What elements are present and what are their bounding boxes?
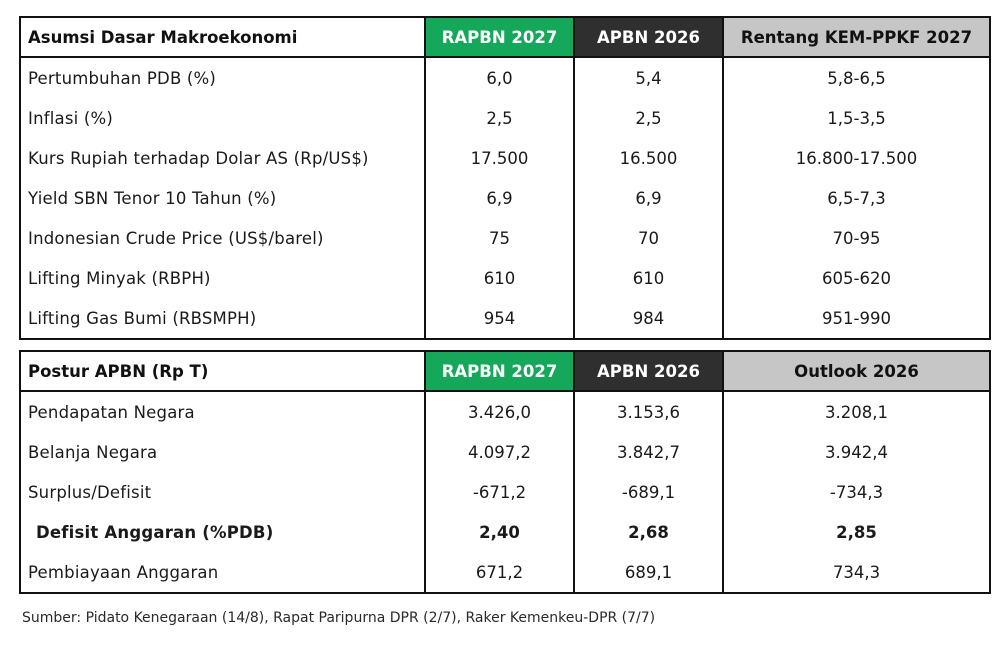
cell-apbn-2026: 2,5 — [573, 98, 724, 138]
cell-apbn-2026: 6,9 — [573, 178, 724, 218]
cell-outlook-2026: -734,3 — [722, 472, 991, 512]
row-label: Surplus/Defisit — [19, 472, 426, 512]
cell-rapbn-2027: 610 — [424, 258, 575, 298]
table-row: Inflasi (%) 2,5 2,5 1,5-3,5 — [19, 98, 991, 138]
cell-rapbn-2027: 2,5 — [424, 98, 575, 138]
cell-apbn-2026: 689,1 — [573, 552, 724, 594]
cell-rapbn-2027: 671,2 — [424, 552, 575, 594]
cell-outlook-2026: 734,3 — [722, 552, 991, 594]
cell-apbn-2026: 3.153,6 — [573, 391, 724, 432]
row-label: Pembiayaan Anggaran — [19, 552, 426, 594]
cell-rapbn-2027: 3.426,0 — [424, 391, 575, 432]
cell-rapbn-2027: 75 — [424, 218, 575, 258]
budget-posture-table: Postur APBN (Rp T) RAPBN 2027 APBN 2026 … — [19, 350, 991, 594]
cell-apbn-2026: 5,4 — [573, 57, 724, 98]
cell-range-2027: 16.800-17.500 — [722, 138, 991, 178]
table-row: Surplus/Defisit -671,2 -689,1 -734,3 — [19, 472, 991, 512]
source-note: Sumber: Pidato Kenegaraan (14/8), Rapat … — [22, 610, 656, 626]
row-label: Defisit Anggaran (%PDB) — [19, 512, 426, 552]
cell-range-2027: 605-620 — [722, 258, 991, 298]
cell-apbn-2026: 610 — [573, 258, 724, 298]
column-header-outlook-2026: Outlook 2026 — [722, 350, 991, 392]
cell-apbn-2026: 16.500 — [573, 138, 724, 178]
cell-outlook-2026: 2,85 — [722, 512, 991, 552]
cell-rapbn-2027: 954 — [424, 298, 575, 340]
row-label: Inflasi (%) — [19, 98, 426, 138]
cell-range-2027: 5,8-6,5 — [722, 57, 991, 98]
column-header-range-2027: Rentang KEM-PPKF 2027 — [722, 16, 991, 58]
cell-range-2027: 951-990 — [722, 298, 991, 340]
table-row: Kurs Rupiah terhadap Dolar AS (Rp/US$) 1… — [19, 138, 991, 178]
table-row: Indonesian Crude Price (US$/barel) 75 70… — [19, 218, 991, 258]
row-label: Pendapatan Negara — [19, 391, 426, 432]
macro-table-title: Asumsi Dasar Makroekonomi — [19, 16, 426, 58]
column-header-rapbn-2027: RAPBN 2027 — [424, 350, 575, 392]
column-header-apbn-2026: APBN 2026 — [573, 350, 724, 392]
cell-rapbn-2027: -671,2 — [424, 472, 575, 512]
cell-apbn-2026: -689,1 — [573, 472, 724, 512]
cell-apbn-2026: 2,68 — [573, 512, 724, 552]
column-header-apbn-2026: APBN 2026 — [573, 16, 724, 58]
cell-apbn-2026: 984 — [573, 298, 724, 340]
column-header-rapbn-2027: RAPBN 2027 — [424, 16, 575, 58]
cell-rapbn-2027: 4.097,2 — [424, 432, 575, 472]
row-label: Lifting Gas Bumi (RBSMPH) — [19, 298, 426, 340]
row-label: Indonesian Crude Price (US$/barel) — [19, 218, 426, 258]
table-header-row: Asumsi Dasar Makroekonomi RAPBN 2027 APB… — [19, 16, 991, 58]
cell-apbn-2026: 3.842,7 — [573, 432, 724, 472]
table-row-highlight: Defisit Anggaran (%PDB) 2,40 2,68 2,85 — [19, 512, 991, 552]
cell-apbn-2026: 70 — [573, 218, 724, 258]
cell-rapbn-2027: 6,9 — [424, 178, 575, 218]
cell-rapbn-2027: 6,0 — [424, 57, 575, 98]
budget-table-title: Postur APBN (Rp T) — [19, 350, 426, 392]
table-row: Pembiayaan Anggaran 671,2 689,1 734,3 — [19, 552, 991, 594]
row-label: Kurs Rupiah terhadap Dolar AS (Rp/US$) — [19, 138, 426, 178]
cell-range-2027: 6,5-7,3 — [722, 178, 991, 218]
cell-outlook-2026: 3.942,4 — [722, 432, 991, 472]
table-header-row: Postur APBN (Rp T) RAPBN 2027 APBN 2026 … — [19, 350, 991, 392]
table-row: Lifting Minyak (RBPH) 610 610 605-620 — [19, 258, 991, 298]
table-row: Belanja Negara 4.097,2 3.842,7 3.942,4 — [19, 432, 991, 472]
table-row: Lifting Gas Bumi (RBSMPH) 954 984 951-99… — [19, 298, 991, 340]
row-label: Belanja Negara — [19, 432, 426, 472]
cell-rapbn-2027: 2,40 — [424, 512, 575, 552]
table-row: Pertumbuhan PDB (%) 6,0 5,4 5,8-6,5 — [19, 57, 991, 98]
cell-range-2027: 70-95 — [722, 218, 991, 258]
cell-outlook-2026: 3.208,1 — [722, 391, 991, 432]
row-label: Yield SBN Tenor 10 Tahun (%) — [19, 178, 426, 218]
cell-rapbn-2027: 17.500 — [424, 138, 575, 178]
row-label: Pertumbuhan PDB (%) — [19, 57, 426, 98]
cell-range-2027: 1,5-3,5 — [722, 98, 991, 138]
table-row: Yield SBN Tenor 10 Tahun (%) 6,9 6,9 6,5… — [19, 178, 991, 218]
table-row: Pendapatan Negara 3.426,0 3.153,6 3.208,… — [19, 391, 991, 432]
row-label: Lifting Minyak (RBPH) — [19, 258, 426, 298]
macro-assumptions-table: Asumsi Dasar Makroekonomi RAPBN 2027 APB… — [19, 16, 991, 340]
